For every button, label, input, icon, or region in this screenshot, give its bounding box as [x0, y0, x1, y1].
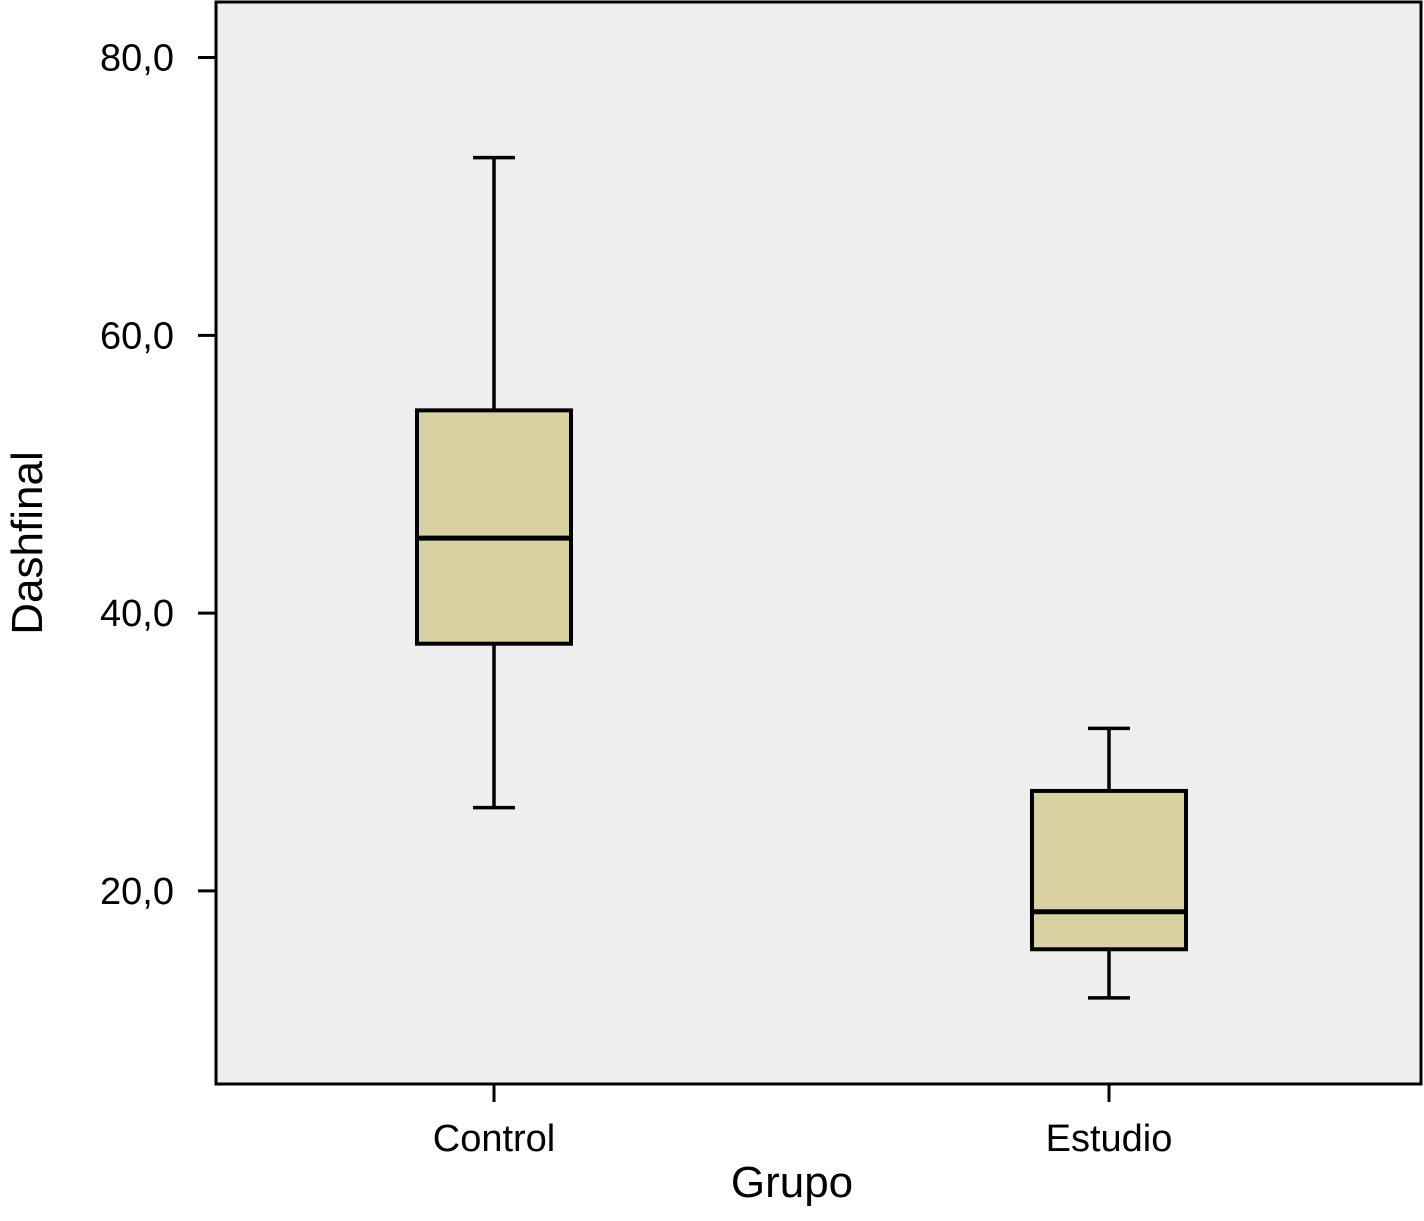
y-tick-label: 40,0 [100, 593, 174, 635]
iqr-box [1030, 788, 1188, 952]
y-axis-title: Dashfinal [3, 451, 52, 634]
y-tick-label: 80,0 [100, 38, 174, 80]
x-axis-title: Grupo [731, 1158, 853, 1207]
y-tick-label: 60,0 [100, 315, 174, 357]
iqr-box [415, 408, 573, 646]
plot-area [214, 0, 1423, 1086]
boxes [415, 155, 1188, 1000]
y-axis: 80,0 60,0 40,0 20,0 [100, 38, 216, 913]
box-estudio [1030, 726, 1188, 1000]
y-tick-label: 20,0 [100, 871, 174, 913]
box-control [415, 155, 573, 810]
x-tick-label: Control [433, 1118, 556, 1160]
x-axis: Control Estudio [433, 1084, 1173, 1160]
x-tick-label: Estudio [1046, 1118, 1173, 1160]
